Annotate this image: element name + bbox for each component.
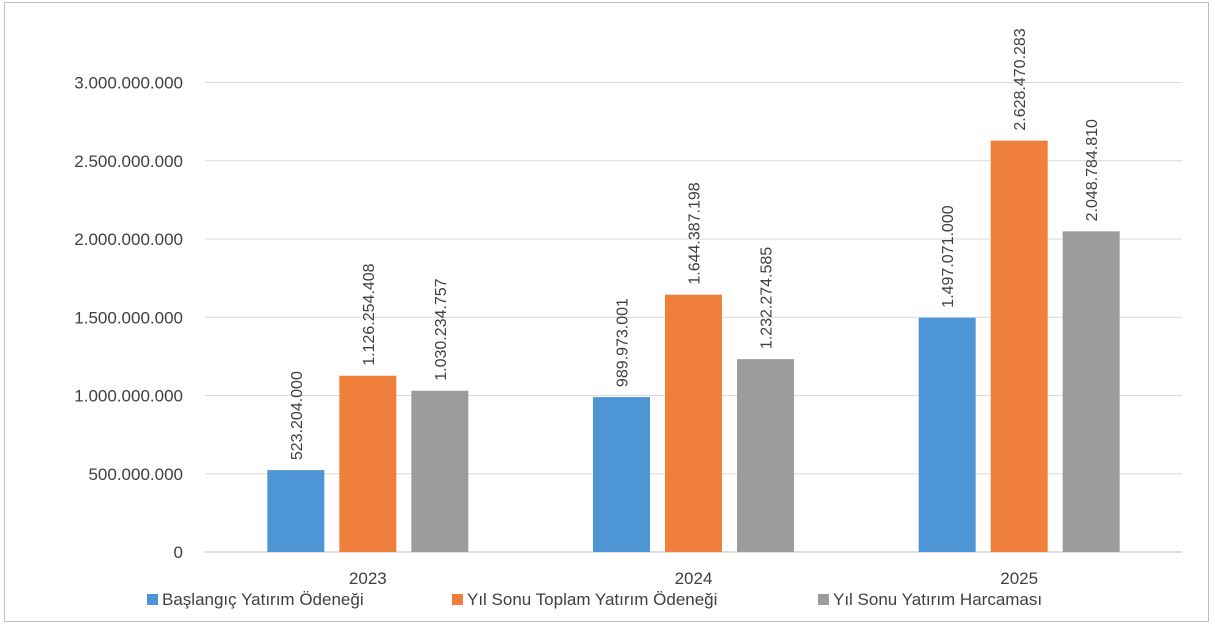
x-tick-label: 2025 — [1000, 569, 1038, 588]
bar-2025-series-1 — [918, 317, 976, 552]
data-label: 1.232.274.585 — [759, 247, 776, 349]
y-tick-label: 1.500.000.000 — [74, 308, 183, 327]
legend-label: Yıl Sonu Yatırım Harcaması — [833, 590, 1042, 609]
bar-2025-series-3 — [1062, 231, 1120, 552]
bar-2024-series-1 — [593, 397, 650, 552]
data-label: 1.497.071.000 — [940, 205, 957, 307]
legend-swatch — [147, 594, 158, 605]
bar-2024-series-2 — [665, 294, 722, 552]
bar-2023-series-3 — [411, 390, 469, 552]
bar-2024-series-3 — [737, 359, 794, 552]
data-label: 1.644.387.198 — [687, 182, 704, 284]
legend-label: Yıl Sonu Toplam Yatırım Ödeneği — [467, 590, 717, 609]
x-tick-label: 2023 — [349, 569, 387, 588]
y-tick-label: 1.000.000.000 — [74, 387, 183, 406]
y-tick-label: 2.000.000.000 — [74, 230, 183, 249]
data-label: 523.204.000 — [289, 371, 306, 460]
data-label: 1.030.234.757 — [433, 278, 450, 380]
legend-swatch — [452, 594, 463, 605]
y-tick-label: 0 — [174, 543, 183, 562]
y-tick-label: 2.500.000.000 — [74, 152, 183, 171]
y-tick-label: 3.000.000.000 — [74, 74, 183, 93]
x-tick-label: 2024 — [675, 569, 713, 588]
data-label: 2.048.784.810 — [1084, 119, 1101, 221]
legend-swatch — [818, 594, 829, 605]
bar-2025-series-2 — [990, 140, 1048, 552]
y-tick-label: 500.000.000 — [88, 465, 183, 484]
bar-2023-series-2 — [339, 375, 397, 552]
legend-label: Başlangıç Yatırım Ödeneği — [162, 590, 364, 609]
bar-2023-series-1 — [267, 470, 325, 552]
data-label: 1.126.254.408 — [361, 263, 378, 365]
data-label: 2.628.470.283 — [1012, 28, 1029, 130]
data-label: 989.973.001 — [615, 298, 632, 387]
